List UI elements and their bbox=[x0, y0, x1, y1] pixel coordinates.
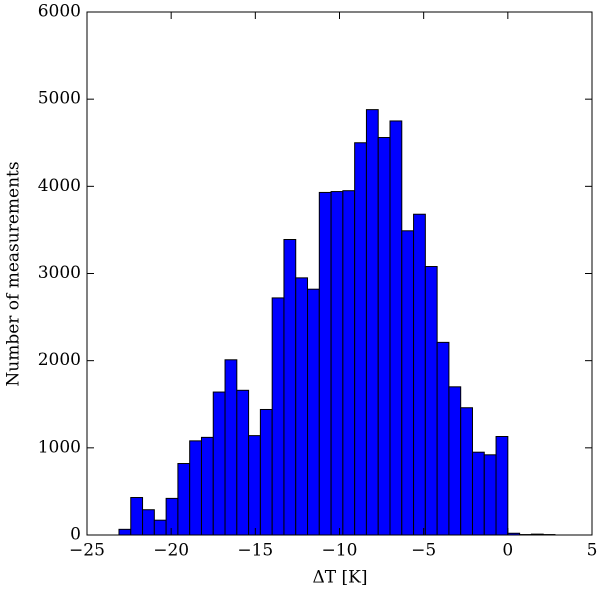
bar bbox=[365, 109, 379, 536]
bar bbox=[377, 137, 391, 536]
x-axis-label: ΔT [K] bbox=[313, 568, 368, 588]
bar bbox=[189, 440, 202, 536]
bar bbox=[471, 451, 485, 536]
y-tick-label: 1000 bbox=[38, 437, 81, 457]
x-tick-label: −10 bbox=[322, 541, 358, 561]
bar bbox=[436, 341, 450, 536]
x-tick-label: 5 bbox=[587, 541, 598, 561]
bar bbox=[330, 191, 344, 536]
bar bbox=[259, 408, 273, 536]
y-tick-label: 4000 bbox=[38, 176, 81, 196]
bar bbox=[448, 386, 462, 536]
y-tick-label: 2000 bbox=[38, 350, 81, 370]
bar bbox=[307, 288, 320, 536]
y-tick-label: 0 bbox=[70, 525, 81, 545]
bar bbox=[224, 359, 238, 536]
bar bbox=[142, 509, 155, 536]
x-tick-label: −25 bbox=[69, 541, 105, 561]
bar bbox=[248, 435, 261, 536]
bar bbox=[495, 436, 509, 536]
bar bbox=[413, 213, 426, 536]
x-tick-label: 0 bbox=[502, 541, 513, 561]
y-tick-label: 6000 bbox=[38, 2, 81, 22]
bar bbox=[118, 528, 132, 536]
x-tick-label: −20 bbox=[153, 541, 189, 561]
bar bbox=[165, 497, 179, 536]
x-tick-label: −15 bbox=[237, 541, 273, 561]
bar bbox=[401, 230, 415, 536]
y-tick-label: 3000 bbox=[38, 263, 81, 283]
bar bbox=[424, 266, 438, 536]
bar bbox=[483, 454, 497, 536]
x-tick-label: −5 bbox=[411, 541, 436, 561]
bar bbox=[212, 391, 226, 536]
bar bbox=[177, 463, 191, 536]
bar bbox=[200, 436, 214, 536]
bar bbox=[236, 389, 250, 536]
bar bbox=[283, 239, 297, 536]
y-axis-label: Number of measurements bbox=[4, 161, 24, 386]
y-tick-label: 5000 bbox=[38, 89, 81, 109]
bar bbox=[153, 519, 167, 536]
bar bbox=[295, 277, 309, 536]
bar bbox=[271, 297, 285, 536]
bar bbox=[354, 142, 367, 536]
bar bbox=[460, 407, 473, 536]
bar bbox=[318, 191, 332, 536]
bar bbox=[342, 190, 356, 536]
bar bbox=[130, 497, 144, 536]
bar bbox=[389, 120, 403, 536]
